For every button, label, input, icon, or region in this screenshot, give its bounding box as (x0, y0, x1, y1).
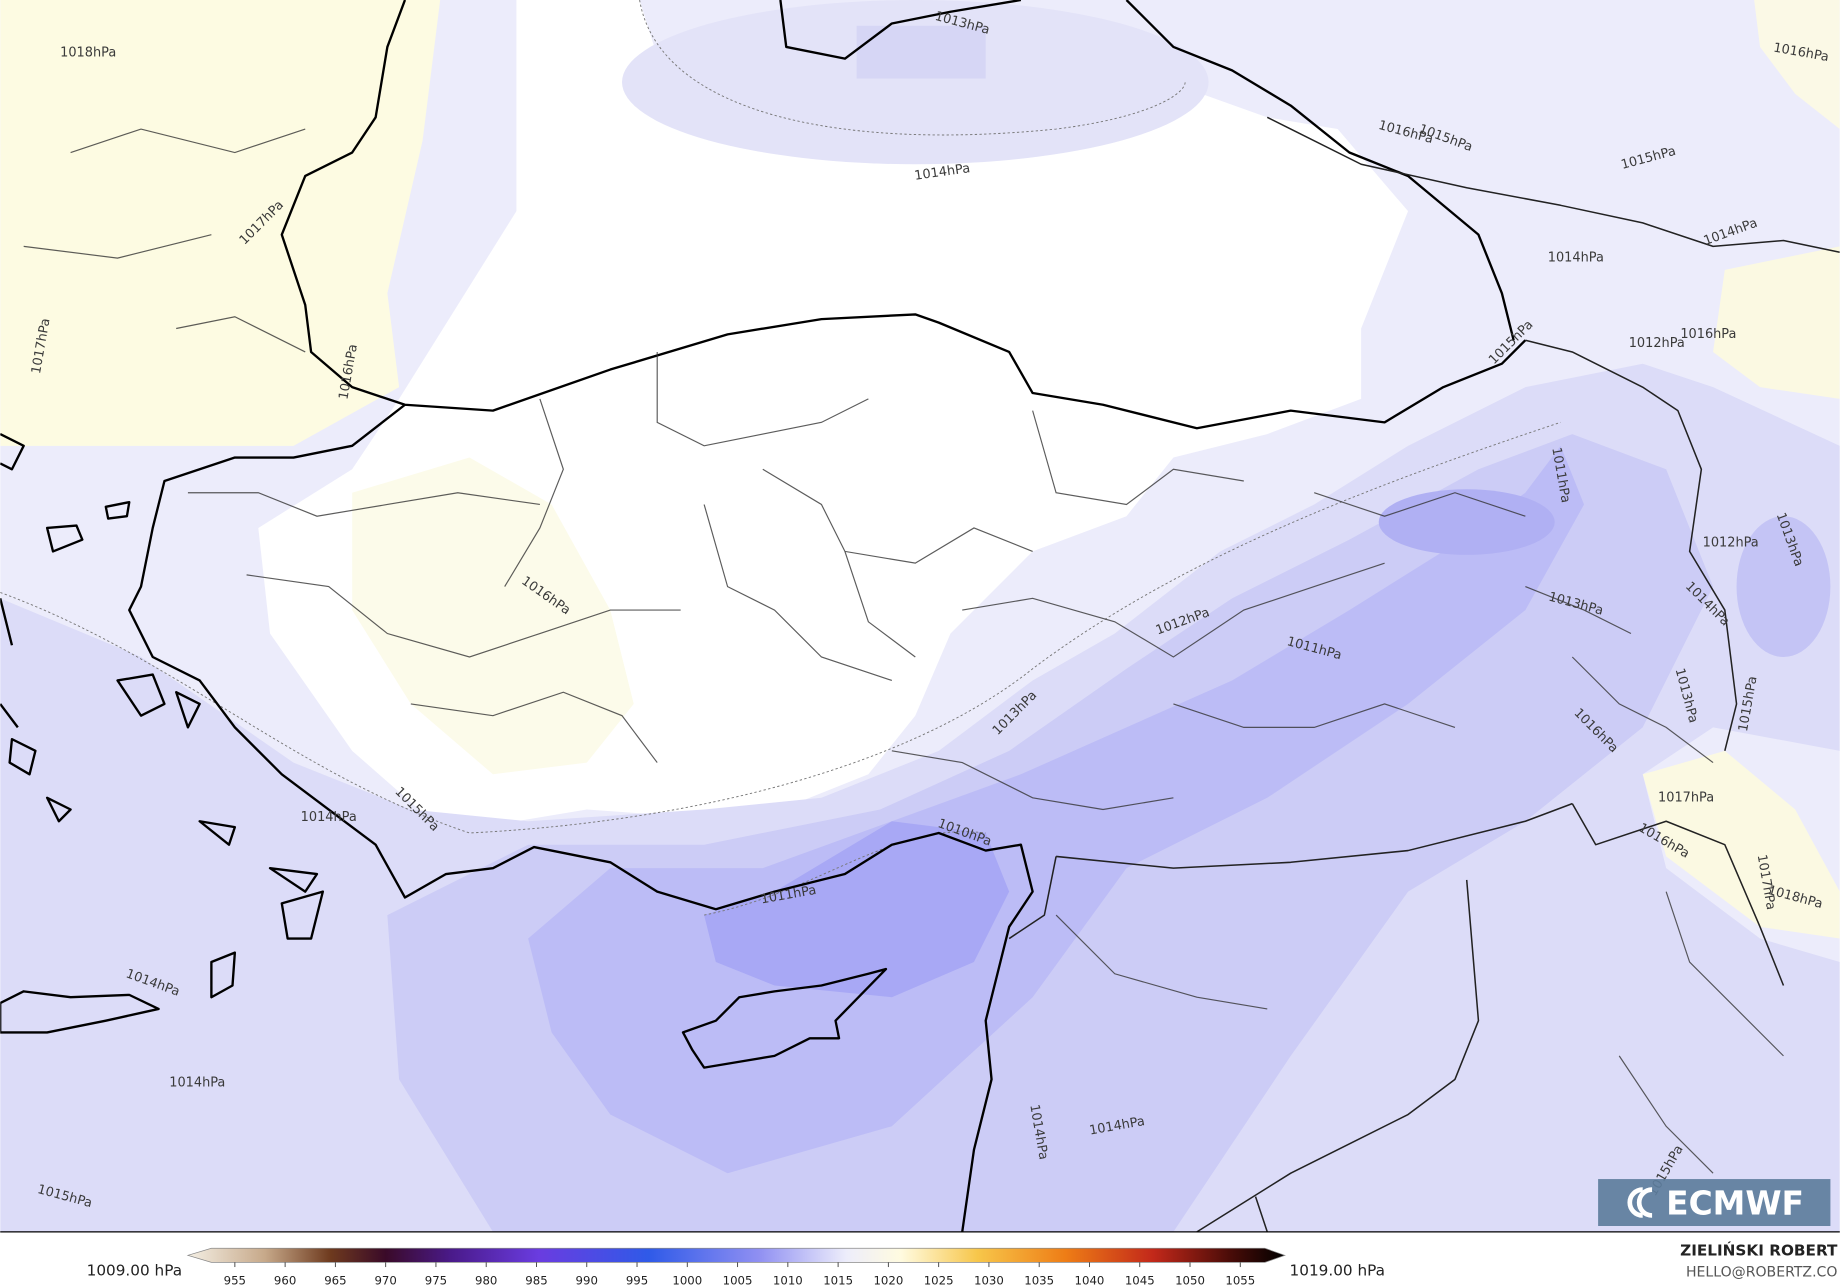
colorbar-tick-label: 1010 (773, 1274, 803, 1287)
colorbar-tick-label: 975 (425, 1274, 447, 1287)
colorbar-tick-label: 1025 (924, 1274, 954, 1287)
contour-label: 1014hPa (169, 1075, 225, 1090)
sea-field (622, 0, 1209, 165)
isobar (0, 421, 1561, 834)
coastline (0, 990, 160, 1034)
contour-label: 1018hPa (60, 45, 116, 60)
colorbar-tick-label: 1040 (1075, 1274, 1105, 1287)
colorbar-tick-label: 1005 (723, 1274, 753, 1287)
colorbar-tick-label: 1015 (823, 1274, 853, 1287)
author: ZIELIŃSKI ROBERT (1680, 1240, 1838, 1259)
contour-label: 1016hPa (1680, 327, 1736, 342)
logo-text: ECMWF (1666, 1184, 1804, 1222)
low-pressure-area (528, 445, 1585, 1174)
coastline (128, 403, 1034, 1232)
low-pressure-area (1736, 516, 1831, 657)
coastline (0, 433, 325, 999)
colorbar-tick-label: 955 (224, 1274, 246, 1287)
high-pressure-area (1642, 750, 1840, 939)
sea-field (856, 25, 986, 79)
colorbar-min-label: 1009.00 hPa (87, 1261, 182, 1279)
contour-label: 1012hPa (1629, 336, 1685, 351)
contour-label: 1014hPa (1548, 251, 1604, 266)
high-pressure-area (1754, 0, 1840, 130)
country-border (1008, 116, 1840, 1232)
high-pressure-area (1713, 246, 1840, 399)
coastline (681, 967, 888, 1069)
colorbar-tick-label: 985 (525, 1274, 547, 1287)
logo: ECMWF (1598, 1179, 1831, 1226)
colorbar-tick-label: 960 (274, 1274, 296, 1287)
map-area: 1018hPa1013hPa1016hPa1016hPa1015hPa1015h… (0, 0, 1840, 1232)
colorbar-tick-label: 1000 (672, 1274, 702, 1287)
contour-label: 1017hPa (1658, 790, 1714, 805)
email: HELLO@ROBERTZ.CO (1686, 1264, 1837, 1280)
colorbar-bar (186, 1247, 1286, 1263)
logo-icon (1627, 1187, 1653, 1218)
colorbar-tick-label: 965 (324, 1274, 346, 1287)
coastline (280, 0, 1527, 430)
colorbar-tick-label: 970 (374, 1274, 396, 1287)
colorbar-tick-label: 1020 (873, 1274, 903, 1287)
colorbar-tick-label: 1050 (1175, 1274, 1205, 1287)
contour-label: 1014hPa (301, 810, 357, 825)
colorbar-tick-label: 1035 (1024, 1274, 1054, 1287)
colorbar-tick-label: 1055 (1225, 1274, 1255, 1287)
coastline (0, 598, 19, 729)
low-pressure-area (704, 821, 1010, 998)
colorbar-max-label: 1019.00 hPa (1290, 1261, 1385, 1279)
high-pressure-area (0, 0, 441, 446)
coastline (779, 0, 1515, 341)
pale-area (352, 457, 634, 775)
colorbar-tick-label: 980 (475, 1274, 497, 1287)
contour-label: 1012hPa (1703, 536, 1759, 551)
low-pressure-area (1378, 489, 1555, 555)
colorbar-tick-label: 995 (626, 1274, 648, 1287)
colorbar-tick-label: 1030 (974, 1274, 1004, 1287)
colorbar: 1009.00 hPa 1019.00 hPa 955 960 965 970 975 9… (87, 1247, 1385, 1287)
colorbar-tick-label: 990 (576, 1274, 598, 1287)
province-border (23, 128, 1784, 1174)
colorbar-tick-label: 1045 (1125, 1274, 1155, 1287)
